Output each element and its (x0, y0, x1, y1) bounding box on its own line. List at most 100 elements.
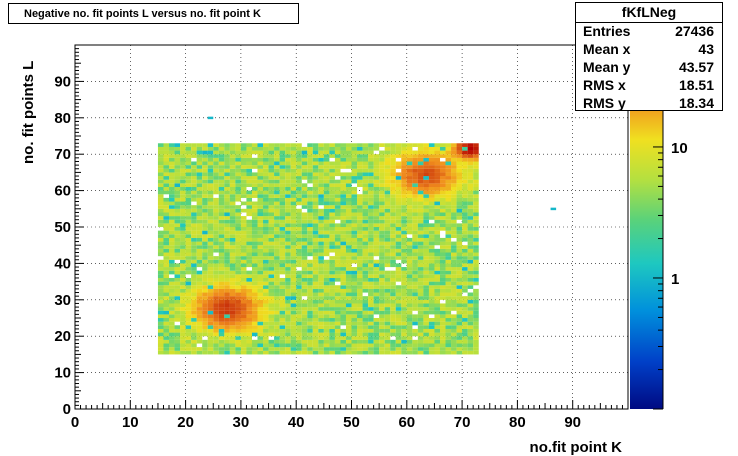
heatmap-cell (445, 194, 452, 198)
heatmap-cell (229, 154, 236, 158)
heatmap-cell (285, 332, 291, 337)
y-tick-label: 30 (54, 292, 71, 309)
heatmap-cell (428, 223, 435, 228)
heatmap-cell (467, 245, 474, 249)
heatmap-cell (218, 234, 225, 238)
heatmap-cell (395, 201, 402, 206)
heatmap-cell (207, 288, 214, 293)
heatmap-cell (329, 230, 335, 235)
heatmap-cell (351, 161, 358, 166)
heatmap-cell (395, 350, 402, 355)
heatmap-cell (357, 146, 363, 151)
heatmap-cell (307, 208, 313, 213)
heatmap-cell (428, 310, 435, 315)
heatmap-cell (174, 299, 181, 304)
heatmap-cell (473, 339, 479, 344)
heatmap-cell (401, 310, 407, 315)
heatmap-cell (368, 350, 374, 355)
heatmap-cell (240, 219, 247, 224)
heatmap-cell (202, 267, 208, 271)
heatmap-cell (174, 194, 181, 198)
heatmap-cell (229, 227, 236, 231)
heatmap-cell (274, 321, 280, 326)
heatmap-cell (445, 310, 452, 315)
heatmap-cell (290, 267, 297, 271)
heatmap-cell (257, 186, 264, 191)
heatmap-cell (456, 161, 463, 166)
heatmap-cell (263, 245, 269, 249)
heatmap-cell (202, 303, 208, 308)
heatmap-cell (290, 299, 297, 304)
heatmap-cell (229, 332, 236, 337)
heatmap-cell (445, 197, 452, 202)
heatmap-cell (401, 241, 407, 246)
heatmap-cell (412, 241, 418, 246)
heatmap-cell (362, 350, 369, 355)
heatmap-cell (456, 143, 463, 147)
heatmap-cell (279, 252, 286, 257)
heatmap-cell (401, 176, 407, 180)
heatmap-cell (191, 259, 197, 264)
heatmap-cell (406, 350, 413, 355)
heatmap-cell (274, 325, 280, 329)
heatmap-cell (439, 332, 446, 337)
heatmap-cell (157, 216, 164, 220)
heatmap-cell (368, 343, 374, 348)
heatmap-cell (318, 237, 324, 242)
heatmap-cell (456, 303, 463, 308)
heatmap-cell (351, 237, 358, 242)
heatmap-cell (285, 176, 291, 180)
heatmap-cell (207, 176, 214, 180)
heatmap-cell (434, 296, 441, 300)
heatmap-cell (202, 157, 208, 162)
heatmap-cell (412, 176, 418, 180)
heatmap-cell (307, 281, 313, 286)
heatmap-cell (445, 328, 452, 333)
heatmap-cell (340, 328, 347, 333)
heatmap-cell (196, 150, 203, 155)
heatmap-cell (229, 179, 236, 184)
heatmap-cell (340, 197, 347, 202)
heatmap-cell (323, 350, 330, 355)
heatmap-cell (180, 288, 186, 293)
heatmap-cell (423, 234, 429, 238)
heatmap-cell (285, 234, 291, 238)
heatmap-cell (301, 190, 308, 195)
heatmap-cell (191, 205, 197, 209)
heatmap-cell (390, 270, 396, 275)
heatmap-cell (307, 296, 313, 300)
heatmap-cell (334, 248, 341, 253)
heatmap-cell (434, 347, 441, 351)
heatmap-cell (263, 267, 269, 271)
heatmap-cell (467, 252, 474, 257)
heatmap-cell (296, 143, 302, 147)
heatmap-cell (257, 219, 264, 224)
heatmap-cell (434, 241, 441, 246)
heatmap-cell (296, 172, 302, 177)
heatmap-cell (318, 194, 324, 198)
heatmap-cell (246, 146, 253, 151)
heatmap-cell (406, 285, 413, 289)
heatmap-cell (345, 212, 352, 217)
heatmap-cell (251, 285, 258, 289)
heatmap-cell (323, 194, 330, 198)
heatmap-cell (323, 223, 330, 228)
heatmap-cell (428, 157, 435, 162)
heatmap-cell (345, 252, 352, 257)
heatmap-cell (174, 227, 181, 231)
heatmap-cell (406, 241, 413, 246)
heatmap-cell (351, 328, 358, 333)
heatmap-cell (329, 277, 335, 282)
heatmap-cell (401, 245, 407, 249)
heatmap-cell (451, 219, 457, 224)
heatmap-cell (257, 241, 264, 246)
heatmap-cell (224, 350, 230, 355)
heatmap-cell (439, 223, 446, 228)
heatmap-cell (401, 197, 407, 202)
heatmap-cell (174, 347, 181, 351)
heatmap-cell (390, 274, 396, 279)
heatmap-cell (257, 146, 264, 151)
heatmap-cell (312, 343, 319, 348)
heatmap-cell (467, 216, 474, 220)
heatmap-cell (334, 314, 341, 319)
